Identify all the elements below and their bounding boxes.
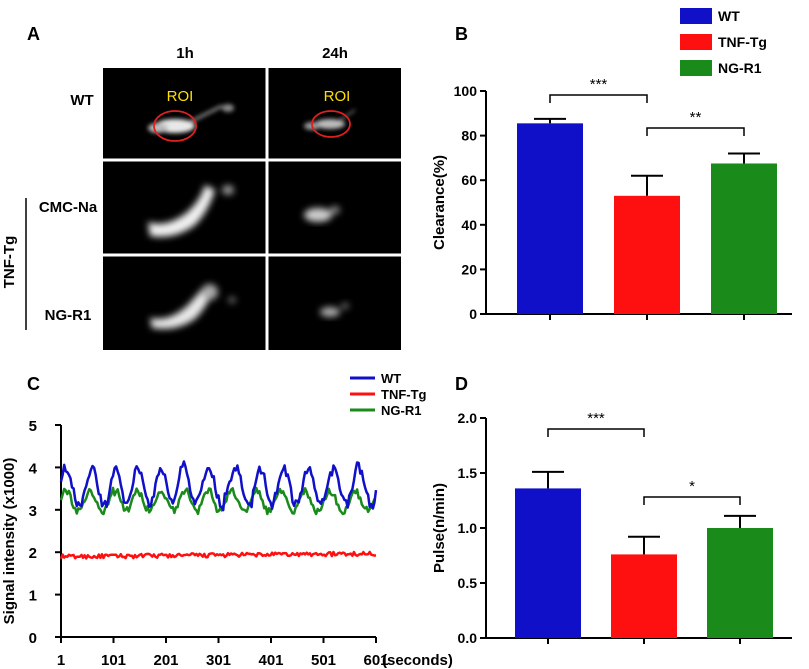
image-wt-24h: ROI (304, 88, 356, 138)
chart-c-series-tnf-tg (59, 550, 377, 560)
roi-label-wt-1h: ROI (167, 88, 194, 105)
chart-c-y-tick-label: 0 (29, 630, 37, 647)
chart-c-y-tick-label: 5 (29, 418, 37, 435)
legend-c-label-ng-r1: NG-R1 (381, 403, 421, 418)
chart-d-y-tick-label: 2.0 (458, 410, 478, 426)
image-grid-background (103, 68, 401, 350)
legend-b-label-wt: WT (718, 8, 740, 24)
legend-b: WT TNF-Tg NG-R1 (680, 8, 767, 76)
chart-b-bar-wt (517, 123, 583, 315)
chart-b-y-tick-label: 60 (461, 172, 477, 188)
chart-c-x-tick-label: 501 (311, 652, 336, 669)
chart-c-y-tick-label: 4 (29, 460, 38, 477)
chart-b-sig-bracket (549, 94, 648, 103)
chart-b-sig-label: *** (590, 76, 608, 93)
chart-c-x-tick-label: 601 (363, 652, 388, 669)
image-ng-r1-1h (150, 284, 236, 329)
panel-a-letter: A (27, 24, 40, 44)
chart-b-sig-bracket (646, 127, 745, 136)
chart-d-y-tick-label: 1.0 (458, 520, 478, 536)
chart-c-series-ng-r1 (59, 486, 377, 516)
panel-d-letter: D (455, 374, 468, 394)
chart-c-y-tick-label: 1 (29, 588, 37, 605)
chart-c-x-label: (seconds) (382, 652, 453, 669)
legend-b-swatch-ng-r1 (680, 60, 712, 76)
chart-d-y-tick-label: 0.0 (458, 630, 478, 646)
row-label-ng-r1: NG-R1 (45, 307, 92, 324)
chart-d-bar-tnf-tg (611, 554, 677, 638)
legend-b-label-ng-r1: NG-R1 (718, 60, 762, 76)
legend-c-label-tnf-tg: TNF-Tg (381, 387, 427, 402)
chart-b-y-tick-label: 80 (461, 128, 477, 144)
chart-d-sig-label: * (689, 478, 695, 495)
chart-b-y-tick-label: 100 (454, 83, 478, 99)
col-label-1h: 1h (176, 45, 194, 62)
chart-d-bar-ng-r1 (707, 528, 773, 638)
chart-d-sig-label: *** (587, 410, 605, 427)
chart-b-y-label: Clearance(%) (431, 155, 448, 250)
panel-b-letter: B (455, 24, 468, 44)
image-grid: ROI ROI (103, 68, 401, 350)
legend-c-label-wt: WT (381, 371, 401, 386)
chart-d-y-tick-label: 1.5 (458, 465, 478, 481)
chart-d-y-label: Pulse(n/min) (431, 483, 448, 573)
legend-b-swatch-tnf-tg (680, 34, 712, 50)
chart-d-y-tick-label: 0.5 (458, 575, 478, 591)
chart-b-y-tick-label: 20 (461, 261, 477, 277)
roi-label-wt-24h: ROI (324, 88, 351, 105)
chart-b-bar-ng-r1 (711, 163, 777, 314)
roi-circle-wt-24h (311, 110, 351, 138)
panel-c-letter: C (27, 374, 40, 394)
legend-b-swatch-wt (680, 8, 712, 24)
chart-c-x-tick-label: 101 (101, 652, 126, 669)
chart-c-x-tick-label: 301 (206, 652, 231, 669)
row-label-cmc-na: CMC-Na (39, 199, 98, 216)
chart-c-series-wt (59, 460, 378, 512)
chart-c-x-tick-label: 1 (57, 652, 65, 669)
row-label-wt: WT (70, 92, 93, 109)
chart-d-sig-bracket (547, 428, 645, 437)
chart-d-sig-bracket (643, 496, 741, 505)
chart-c-x-tick-label: 401 (258, 652, 283, 669)
group-label-tnf-tg: TNF-Tg (1, 236, 18, 288)
image-cmc-na-24h (304, 206, 340, 222)
legend-b-label-tnf-tg: TNF-Tg (718, 34, 767, 50)
roi-circle-wt-1h (153, 110, 197, 142)
chart-b-y-tick-label: 0 (469, 306, 477, 322)
image-wt-1h: ROI (148, 88, 234, 142)
chart-c-y-label: Signal intensity (x1000) (1, 458, 18, 625)
chart-c-x-tick-label: 201 (153, 652, 178, 669)
col-label-24h: 24h (322, 45, 348, 62)
image-cmc-na-1h (148, 185, 234, 237)
chart-c: 0 1 2 3 4 5 1 101 201 301 401 501 601(seconds) Signal… (1, 418, 453, 669)
chart-b-y-tick-label: 40 (461, 217, 477, 233)
chart-c-y-tick-label: 2 (29, 545, 37, 562)
chart-c-y-tick-label: 3 (29, 503, 37, 520)
chart-b-sig-label: ** (690, 109, 702, 126)
chart-d-bar-wt (515, 488, 581, 638)
image-ng-r1-24h (320, 303, 349, 317)
chart-b-bar-tnf-tg (614, 195, 680, 314)
